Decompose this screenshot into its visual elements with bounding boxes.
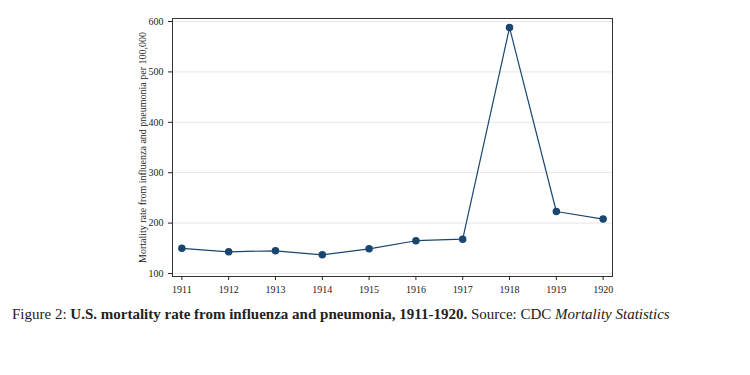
svg-text:1919: 1919 (546, 284, 566, 295)
svg-text:1918: 1918 (500, 284, 520, 295)
svg-text:500: 500 (149, 66, 164, 77)
svg-text:1914: 1914 (312, 284, 332, 295)
svg-text:100: 100 (149, 268, 164, 279)
svg-text:1920: 1920 (593, 284, 613, 295)
svg-text:1912: 1912 (219, 284, 239, 295)
svg-text:1917: 1917 (453, 284, 473, 295)
svg-text:1911: 1911 (172, 284, 192, 295)
svg-text:1915: 1915 (359, 284, 379, 295)
svg-text:300: 300 (149, 167, 164, 178)
svg-text:600: 600 (149, 16, 164, 27)
svg-text:200: 200 (149, 217, 164, 228)
svg-text:Mortality rate from influenza: Mortality rate from influenza and pneumo… (137, 32, 148, 263)
html-text:Figure 2: U.S. mortality rate: Figure 2: U.S. mortality rate from influ… (12, 306, 670, 322)
svg-text:1913: 1913 (265, 284, 285, 295)
svg-text:400: 400 (149, 117, 164, 128)
svg-text:1916: 1916 (406, 284, 426, 295)
